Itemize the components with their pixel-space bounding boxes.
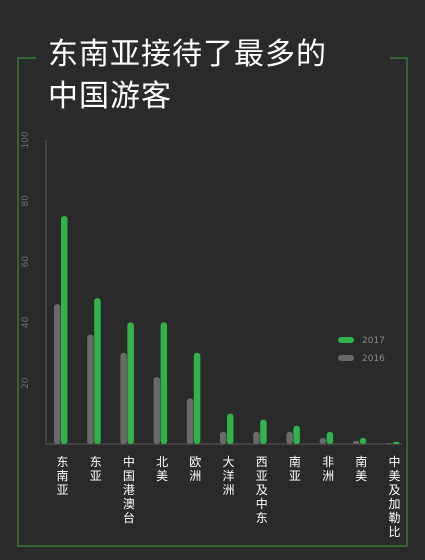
category-label: 西亚及中东 [256, 455, 268, 525]
bar-2017 [194, 353, 201, 444]
legend-label-2017: 2017 [362, 336, 385, 346]
bar-2016 [120, 353, 127, 444]
bar-2016 [286, 432, 293, 444]
category-label: 非洲 [322, 455, 334, 483]
bar-2017 [393, 442, 400, 444]
bar-2017 [293, 426, 300, 444]
bar-2016 [154, 377, 161, 444]
y-tick-label: 40 [21, 316, 31, 328]
bar-2017 [127, 322, 133, 444]
y-tick-label: 60 [21, 256, 31, 268]
bar-2017 [360, 438, 367, 444]
category-label: 东亚 [90, 455, 102, 483]
y-tick-label: 100 [21, 131, 31, 148]
bar-2017 [227, 414, 234, 444]
category-label: 大洋洲 [222, 455, 234, 497]
category-label: 中国港澳台 [123, 454, 135, 525]
bar-2016 [220, 432, 227, 444]
bar-2016 [320, 438, 327, 444]
bar-2016 [187, 398, 194, 444]
bar-2017 [260, 420, 267, 444]
legend-swatch-2016 [338, 355, 354, 361]
y-tick-label: 80 [21, 195, 31, 207]
category-label: 南美 [355, 454, 367, 483]
y-tick-label: 20 [21, 377, 31, 389]
category-label: 北美 [156, 455, 168, 483]
category-label: 欧洲 [189, 455, 201, 483]
bar-2016 [253, 432, 260, 444]
bar-2016 [353, 441, 360, 444]
category-label: 东南亚 [56, 455, 68, 497]
bar-2017 [61, 216, 68, 444]
category-label: 南亚 [289, 454, 301, 483]
bar-2016 [386, 443, 393, 444]
legend-swatch-2017 [338, 337, 354, 343]
bar-2016 [87, 335, 94, 444]
legend-label-2016: 2016 [362, 354, 385, 364]
bar-2017 [94, 298, 101, 444]
bar-2017 [161, 322, 168, 444]
bar-2017 [327, 432, 334, 444]
bar-2016 [54, 304, 61, 444]
category-label: 中美及加勒比 [388, 454, 400, 539]
